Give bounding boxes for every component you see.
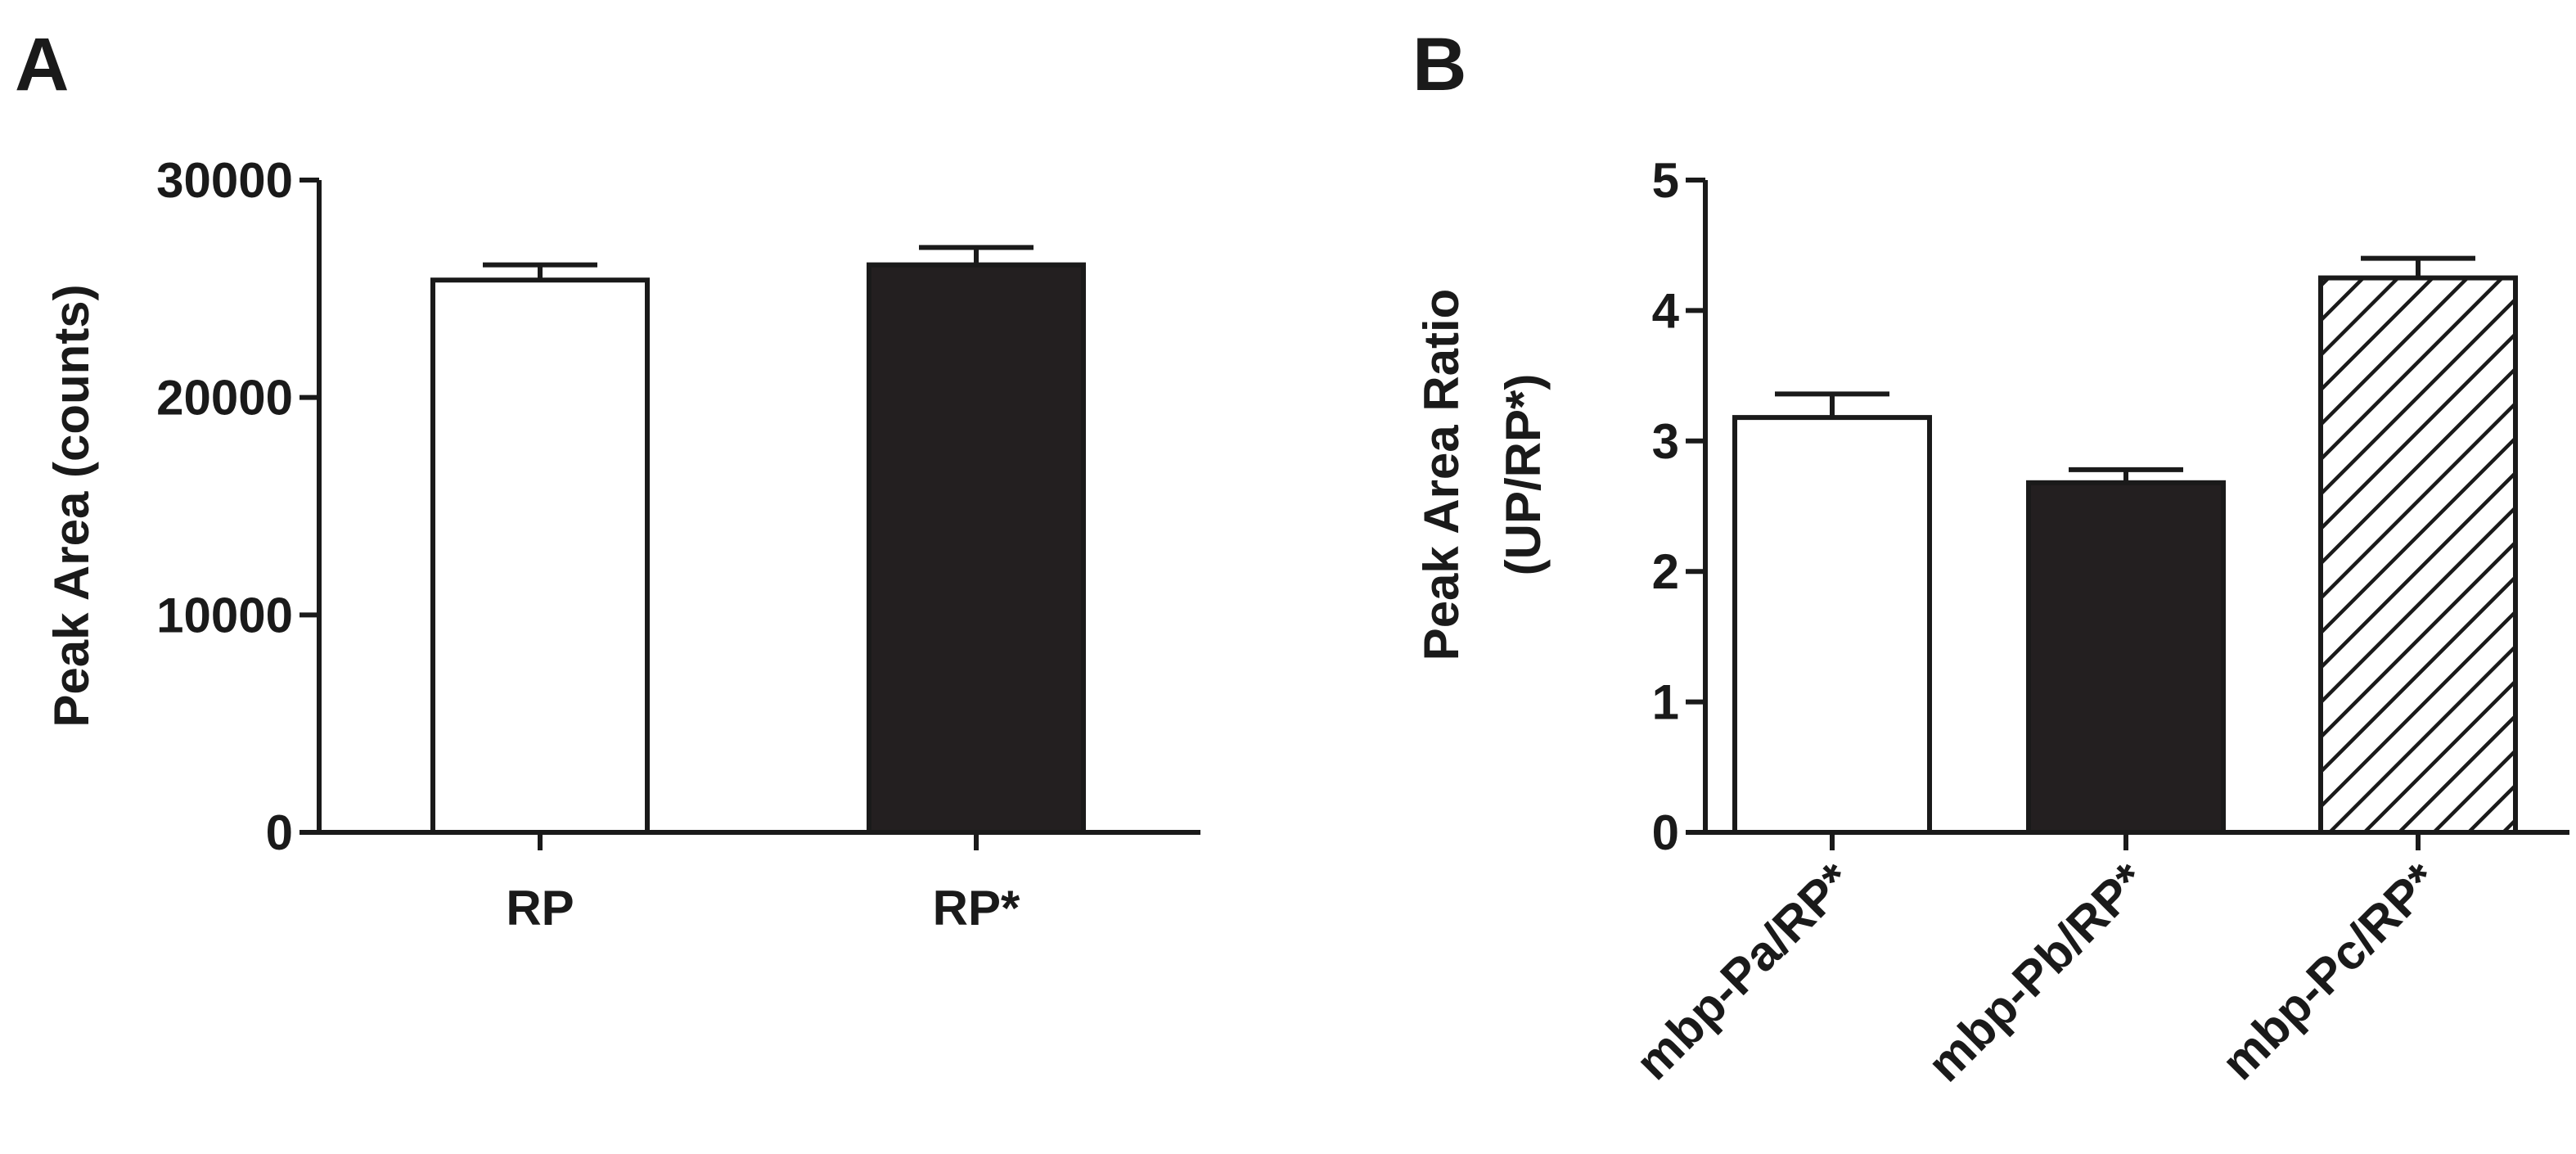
y-axis-title-b-line2: (UP/RP*) [1496,374,1551,576]
x-tick-label-mbp-pb-rp: mbp-Pb/RP* [1917,852,2157,1092]
bars-b [1732,255,2518,835]
x-tick-label-rp: RP* [933,881,1020,935]
y-axis-ticks-b: 0 1 2 3 4 5 [1652,153,1705,860]
bars-a [430,245,1086,835]
y-tick-label-b: 4 [1652,283,1680,338]
y-tick-label-b: 1 [1652,675,1679,730]
y-tick-label-a: 0 [266,805,293,860]
x-tick-labels-a: RP RP* [506,832,1020,935]
panel-label-b: B [1412,23,1466,106]
y-tick-label-b: 0 [1652,805,1679,860]
y-tick-label-b: 3 [1652,414,1679,469]
y-tick-label-b: 5 [1652,153,1679,208]
bar-rp [430,277,650,835]
y-tick-label-a: 20000 [156,371,293,426]
bar-mbp-pb-rp [2026,480,2226,835]
y-tick-label-a: 30000 [156,153,293,208]
y-axis-ticks-a: 0 10000 20000 30000 [156,153,319,860]
y-axis-title-b-line1: Peak Area Ratio [1414,289,1469,661]
x-tick-label-rp: RP [506,881,574,935]
bar-mbp-pa-rp [1732,415,1932,835]
y-tick-label-a: 10000 [156,588,293,642]
x-tick-label-mbp-pc-rp: mbp-Pc/RP* [2211,852,2449,1090]
x-tick-label-mbp-pa-rp: mbp-Pa/RP* [1625,852,1863,1090]
panel-a: A 0 10000 20000 30000 RP RP* Peak Area (coun… [15,23,1200,935]
panel-label-a: A [15,23,69,106]
y-tick-label-b: 2 [1652,544,1679,599]
bar-rp [867,262,1086,835]
x-tick-labels-b: mbp-Pa/RP* mbp-Pb/RP* mbp-Pc/RP* [1625,832,2449,1092]
bar-mbp-pc-rp [2318,275,2518,835]
y-axis-title-a: Peak Area (counts) [44,284,99,727]
